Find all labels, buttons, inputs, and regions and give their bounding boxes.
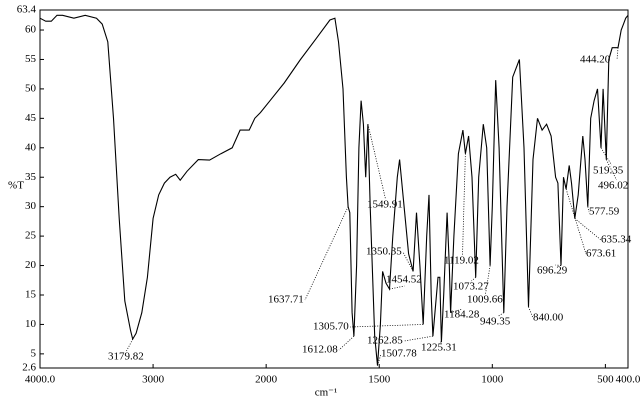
peak-label: 696.29	[537, 265, 568, 277]
x-tick-label: 500	[597, 374, 614, 386]
peak-label: 1009.66	[467, 294, 503, 306]
peak-label: 1119.02	[444, 255, 479, 267]
peak-leader	[349, 324, 424, 328]
peak-leader	[389, 285, 405, 290]
peak-leader	[587, 206, 590, 213]
peak-leader	[565, 188, 587, 255]
peak-label: 635.34	[601, 234, 632, 246]
y-tick-label: 63.4	[17, 4, 37, 16]
peak-label: 1637.71	[268, 294, 304, 306]
y-tick-label: 35	[25, 171, 37, 183]
y-tick-label: 5	[31, 347, 37, 359]
peak-label: 1612.08	[302, 344, 338, 356]
peak-leader	[498, 312, 504, 317]
peak-label: 1225.31	[421, 342, 457, 354]
peak-leader	[574, 218, 602, 241]
peak-leader	[126, 338, 134, 352]
y-tick-label: 2.6	[22, 362, 36, 374]
peak-leader	[338, 335, 355, 351]
peak-label: 840.00	[533, 312, 564, 324]
peak-leader	[528, 306, 534, 319]
x-tick-label: 2000	[255, 374, 278, 386]
peak-label: 1262.85	[367, 335, 403, 347]
peak-label: 673.61	[586, 248, 616, 260]
peak-leader	[367, 124, 386, 200]
peak-leader	[462, 153, 466, 256]
x-tick-label: 400.0	[616, 374, 640, 386]
peak-label: 1507.78	[381, 348, 417, 360]
peak-leader	[377, 353, 382, 366]
peak-label: 3179.82	[108, 351, 144, 363]
x-tick-label: 1500	[368, 374, 391, 386]
peak-label: 1305.70	[313, 321, 349, 333]
peak-leader	[616, 47, 619, 61]
peak-leader	[304, 206, 349, 301]
peak-label: 496.02	[598, 180, 628, 192]
y-tick-label: 60	[25, 24, 37, 36]
x-tick-label: 1000	[481, 374, 504, 386]
y-tick-label: 25	[25, 230, 37, 242]
y-tick-label: 15	[25, 289, 37, 301]
plot-frame	[39, 9, 629, 369]
peak-label: 444.20	[580, 54, 611, 66]
y-tick-label: 30	[25, 200, 37, 212]
x-tick-label: 3000	[142, 374, 165, 386]
peak-label: 1454.52	[386, 274, 422, 286]
y-axis-label: %T	[8, 180, 24, 192]
peak-label: 1350.35	[366, 246, 402, 258]
peak-label: 949.35	[480, 316, 511, 328]
y-tick-label: 10	[25, 318, 37, 330]
peak-label: 1184.28	[444, 309, 480, 321]
peak-leader	[402, 251, 414, 272]
peak-label: 519.35	[593, 165, 624, 177]
peak-leader	[600, 147, 612, 166]
x-tick-label: 4000.0	[25, 374, 56, 386]
y-tick-label: 45	[25, 112, 37, 124]
peak-label: 577.59	[589, 206, 620, 218]
peak-label: 1073.27	[453, 281, 489, 293]
peak-label: 1549.91	[367, 199, 403, 211]
peak-leader	[450, 308, 463, 314]
peak-leader	[471, 277, 476, 282]
peak-leader	[555, 264, 562, 266]
y-tick-label: 40	[25, 141, 37, 153]
y-tick-label: 50	[25, 82, 37, 94]
peak-leader	[403, 335, 433, 342]
y-tick-label: 55	[25, 53, 37, 65]
x-axis-label: cm⁻¹	[315, 387, 338, 399]
y-tick-label: 20	[25, 259, 37, 271]
